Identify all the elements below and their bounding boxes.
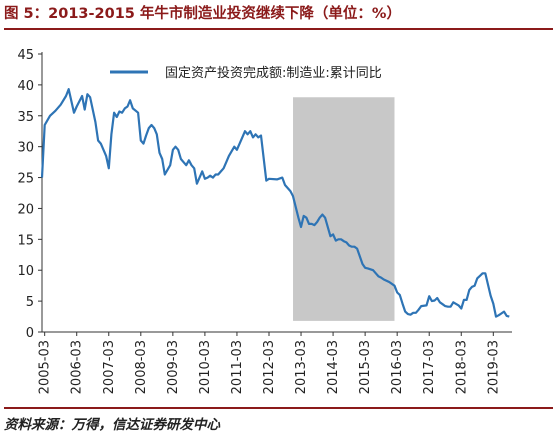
legend-label: 固定资产投资完成额:制造业:累计同比 [165, 65, 382, 81]
x-tick-label: 2007-03 [102, 340, 117, 394]
title-rule [4, 28, 553, 30]
y-tick-label: 15 [17, 233, 34, 248]
shaded-region [293, 97, 395, 321]
x-tick-label: 2019-03 [486, 340, 501, 394]
y-tick-label: 20 [17, 202, 34, 217]
x-tick-label: 2011-03 [230, 340, 245, 394]
y-tick-label: 0 [26, 326, 34, 341]
x-tick-label: 2018-03 [454, 340, 469, 394]
x-tick-label: 2013-03 [294, 340, 309, 394]
x-tick-label: 2014-03 [326, 340, 341, 394]
x-tick-label: 2010-03 [198, 340, 213, 394]
source-rule [4, 407, 553, 409]
shaded-region-layer [293, 97, 395, 321]
x-tick-label: 2009-03 [166, 340, 181, 394]
y-tick-label: 10 [17, 264, 34, 279]
series-line [40, 88, 510, 318]
x-tick-label: 2015-03 [358, 340, 373, 394]
chart-title: 图 5：2013-2015 年牛市制造业投资继续下降（单位：%） [4, 6, 401, 22]
line-chart: 0 5 10 15 20 25 30 35 40 45 2005-03 2006-03 2007-03… [17, 48, 512, 394]
y-tick-label: 30 [17, 141, 34, 156]
y-tick-label: 5 [26, 295, 34, 310]
y-tick-label: 35 [17, 110, 34, 125]
x-tick-label: 2012-03 [262, 340, 277, 394]
x-tick-labels: 2005-03 2006-03 2007-03 2008-03 2009-03 2010-… [38, 340, 502, 394]
x-tick-label: 2016-03 [390, 340, 405, 394]
series-layer [40, 88, 510, 318]
source-note: 资料来源：万得，信达证券研发中心 [4, 417, 220, 433]
y-tick-labels: 0 5 10 15 20 25 30 35 40 45 [17, 48, 34, 341]
x-tick-label: 2017-03 [422, 340, 437, 394]
x-tick-label: 2008-03 [134, 340, 149, 394]
x-tick-label: 2005-03 [38, 340, 53, 394]
y-tick-label: 25 [17, 172, 34, 187]
legend: 固定资产投资完成额:制造业:累计同比 [110, 65, 382, 81]
y-tick-label: 45 [17, 48, 34, 63]
axes [38, 52, 512, 336]
y-tick-label: 40 [17, 79, 34, 94]
x-tick-label: 2006-03 [70, 340, 85, 394]
